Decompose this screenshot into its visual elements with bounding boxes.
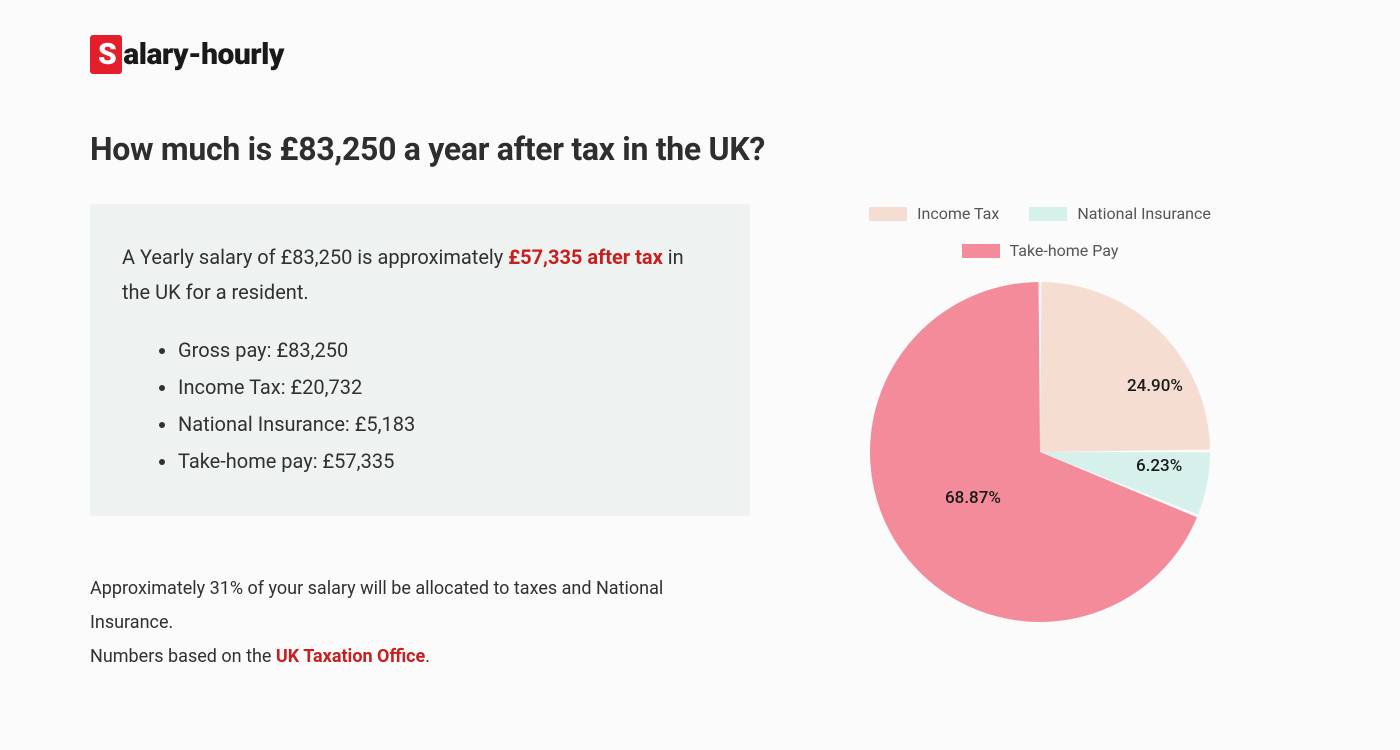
- logo-badge: S: [90, 35, 122, 74]
- legend-label: National Insurance: [1077, 204, 1211, 223]
- legend-swatch: [962, 244, 1000, 258]
- logo-text: alary-hourly: [123, 37, 284, 72]
- slice-label: 68.87%: [945, 488, 1001, 508]
- chart-legend: Income Tax National Insurance Take-home …: [830, 204, 1250, 260]
- slice-label: 24.90%: [1127, 376, 1183, 396]
- legend-item: Take-home Pay: [830, 241, 1250, 260]
- legend-item: Income Tax: [869, 204, 999, 223]
- summary-highlight: £57,335 after tax: [508, 245, 663, 269]
- breakdown-list: Gross pay: £83,250 Income Tax: £20,732 N…: [178, 332, 700, 480]
- summary-text: A Yearly salary of £83,250 is approximat…: [122, 240, 700, 310]
- list-item: Gross pay: £83,250: [178, 332, 700, 369]
- summary-box: A Yearly salary of £83,250 is approximat…: [90, 204, 750, 516]
- list-item: Take-home pay: £57,335: [178, 443, 700, 480]
- footnote: Approximately 31% of your salary will be…: [90, 572, 750, 675]
- list-item: National Insurance: £5,183: [178, 406, 700, 443]
- list-item: Income Tax: £20,732: [178, 369, 700, 406]
- summary-pre: A Yearly salary of £83,250 is approximat…: [122, 245, 508, 269]
- legend-label: Income Tax: [917, 204, 999, 223]
- legend-swatch: [1029, 207, 1067, 221]
- legend-item: National Insurance: [1029, 204, 1211, 223]
- page-title: How much is £83,250 a year after tax in …: [90, 130, 1310, 168]
- tax-office-link[interactable]: UK Taxation Office: [276, 646, 425, 667]
- footnote-line2-pre: Numbers based on the: [90, 646, 276, 667]
- slice-label: 6.23%: [1136, 456, 1182, 476]
- footnote-line2-post: .: [425, 646, 430, 667]
- legend-label: Take-home Pay: [1010, 241, 1119, 260]
- logo: Salary-hourly: [90, 35, 1310, 74]
- legend-swatch: [869, 207, 907, 221]
- footnote-line1: Approximately 31% of your salary will be…: [90, 578, 663, 633]
- pie-chart: 24.90% 6.23% 68.87%: [860, 272, 1220, 632]
